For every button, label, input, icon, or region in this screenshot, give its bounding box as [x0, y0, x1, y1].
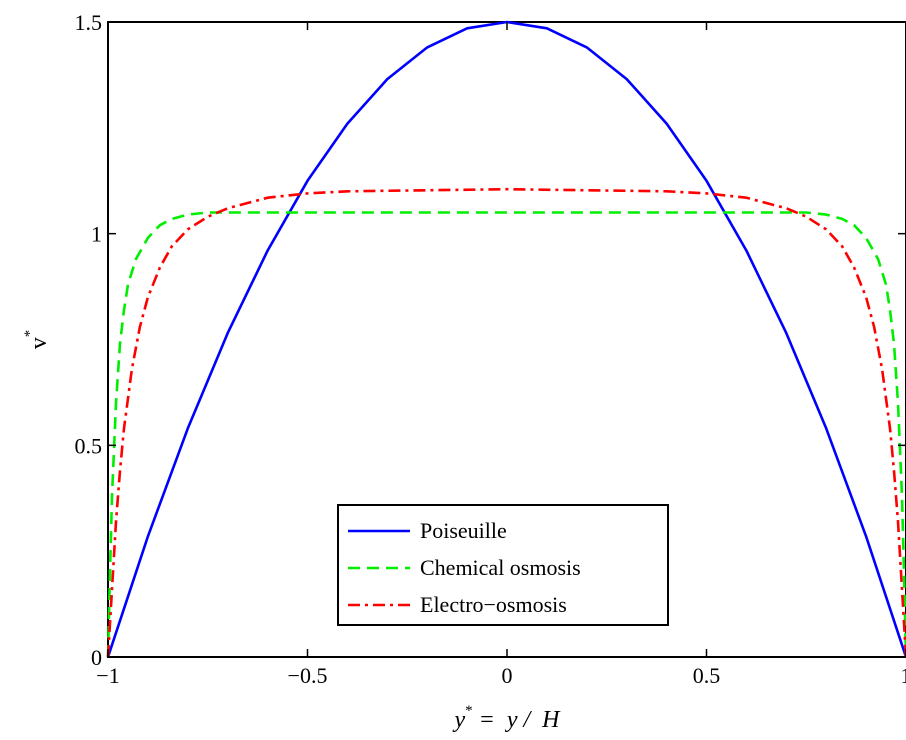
y-axis-label-sup: *: [22, 330, 38, 338]
y-tick-label: 1.5: [75, 10, 103, 35]
x-tick-label: 0.5: [693, 663, 721, 688]
x-tick-label: 1: [901, 663, 906, 688]
series-line-1: [106, 211, 906, 658]
y-axis-label-main: v: [26, 337, 52, 349]
x-axis-label-rest: = y / H: [473, 707, 562, 733]
x-tick-label: −1: [96, 663, 119, 688]
plot-area: −1 −0.5 0 0.5 1 0 0.5 1 1.5: [75, 10, 906, 688]
y-tick-label: 1: [91, 222, 102, 247]
legend-box: [337, 504, 669, 626]
x-tick-label: −0.5: [288, 663, 328, 688]
y-axis-label: v*: [22, 330, 52, 350]
ticks-layer: −1 −0.5 0 0.5 1 0 0.5 1 1.5: [75, 10, 906, 688]
legend-label-1: Chemical osmosis: [420, 555, 581, 580]
x-axis-label-main: y: [452, 707, 465, 733]
x-axis-label-sup: *: [465, 703, 473, 719]
legend-label-0: Poiseuille: [420, 518, 507, 543]
y-tick-label: 0: [91, 645, 102, 670]
legend: Poiseuille Chemical osmosis Electro−osmosi…: [337, 504, 669, 626]
legend-label-2: Electro−osmosis: [420, 592, 567, 617]
series-line-2: [106, 187, 906, 658]
y-tick-label: 0.5: [75, 433, 103, 458]
x-tick-label: 0: [502, 663, 513, 688]
x-axis-label: y* = y / H: [452, 703, 561, 733]
